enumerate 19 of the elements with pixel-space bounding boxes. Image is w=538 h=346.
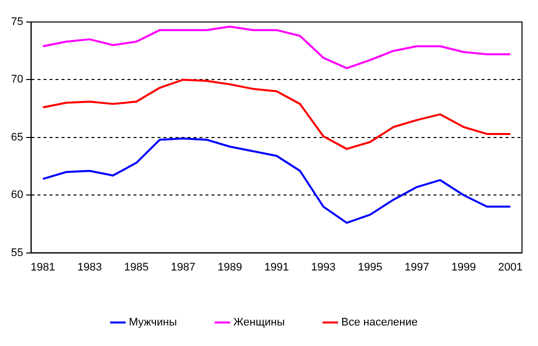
y-tick-label: 65	[10, 131, 24, 144]
y-tick-label: 70	[10, 74, 24, 86]
x-tick-label: 1999	[451, 261, 476, 274]
y-tick-label: 60	[10, 189, 24, 202]
x-tick-label: 1995	[358, 261, 382, 274]
x-tick-label: 1991	[264, 261, 289, 274]
x-tick-label: 1985	[124, 261, 149, 274]
legend-label: Все население	[341, 316, 418, 329]
y-tick-label: 75	[10, 16, 24, 28]
legend-label: Мужчины	[128, 316, 177, 329]
x-tick-label: 1987	[170, 261, 196, 274]
x-tick-label: 1981	[30, 261, 56, 274]
x-tick-label: 1993	[311, 261, 336, 274]
x-tick-label: 2001	[498, 261, 523, 274]
x-tick-label: 1997	[404, 261, 430, 274]
y-tick-label: 55	[10, 246, 24, 259]
legend-label: Женщины	[233, 316, 285, 329]
x-tick-label: 1983	[77, 261, 102, 274]
x-tick-label: 1989	[218, 261, 242, 274]
